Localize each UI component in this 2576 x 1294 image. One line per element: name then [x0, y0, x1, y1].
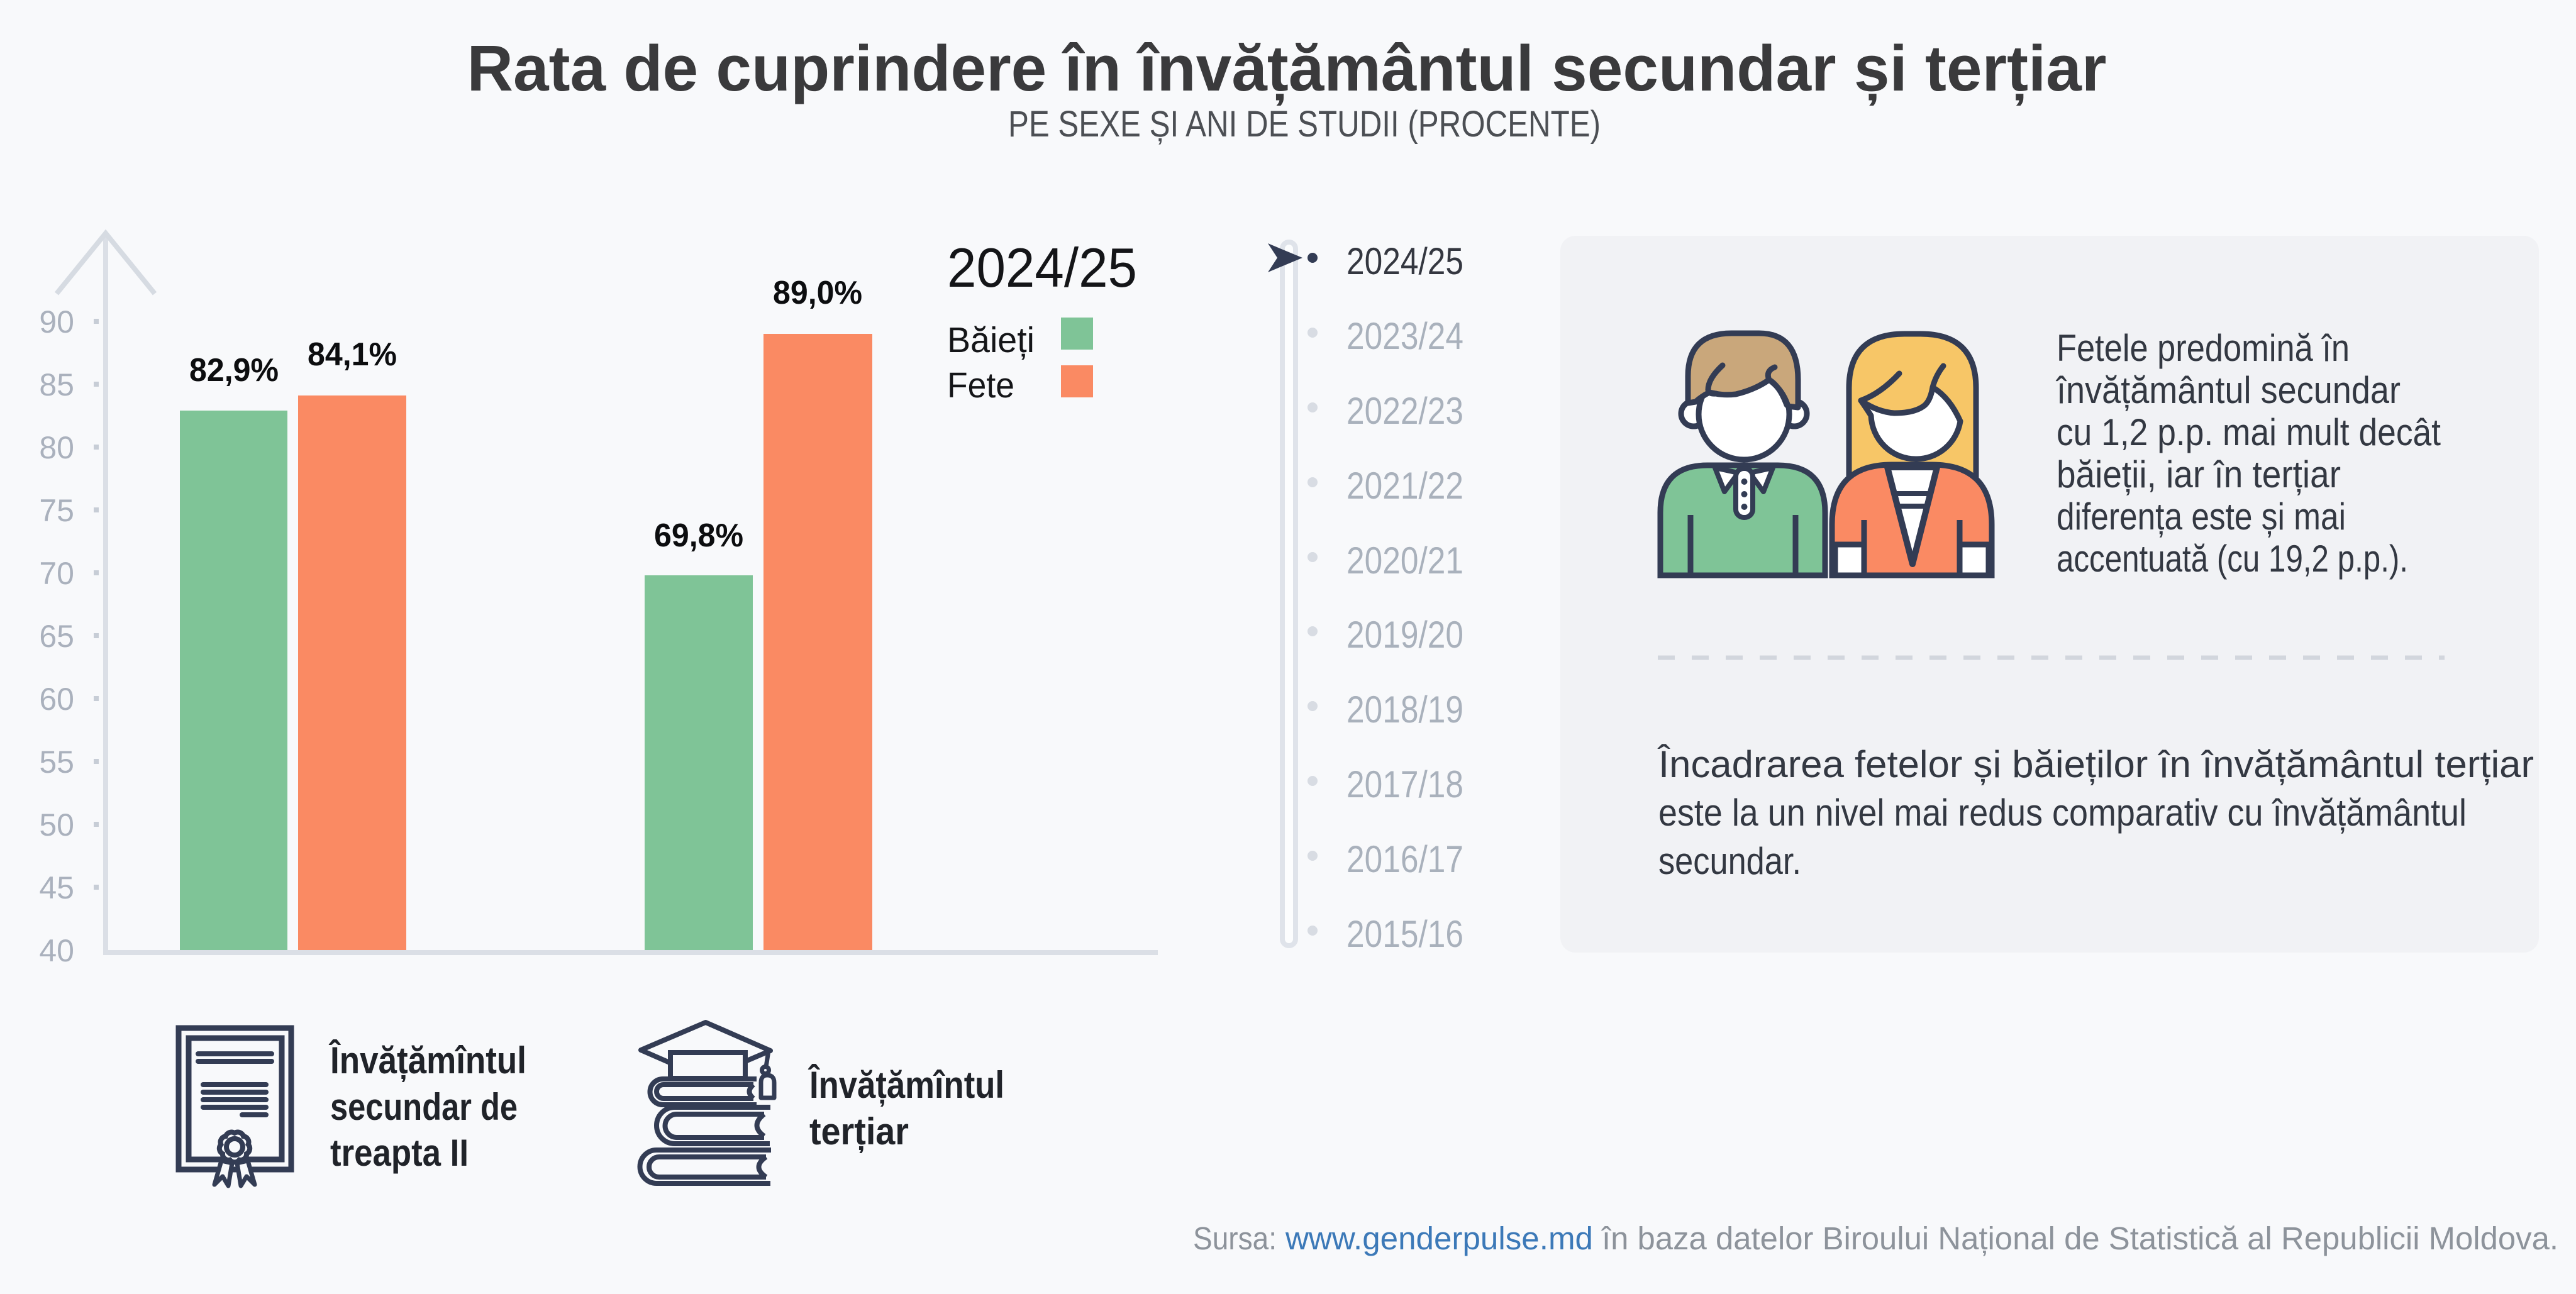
svg-text:învățământul secundar: învățământul secundar — [2055, 369, 2401, 411]
svg-text:50: 50 — [39, 807, 74, 843]
svg-text:2016/17: 2016/17 — [1346, 838, 1463, 880]
svg-text:85: 85 — [39, 367, 74, 402]
svg-text:65: 65 — [39, 619, 74, 654]
svg-text:în baza datelor Biroului Națio: în baza datelor Biroului Național de Sta… — [1601, 1220, 2558, 1256]
svg-text:2024/25: 2024/25 — [1346, 240, 1463, 282]
svg-text:2024/25: 2024/25 — [947, 236, 1137, 299]
svg-text:Băieți: Băieți — [947, 320, 1035, 360]
svg-text:2023/24: 2023/24 — [1346, 315, 1463, 357]
svg-text:este la un nivel mai redus com: este la un nivel mai redus comparativ cu… — [1658, 792, 2467, 834]
svg-text:75: 75 — [39, 493, 74, 528]
svg-text:55: 55 — [39, 744, 74, 780]
svg-text:89,0%: 89,0% — [773, 275, 862, 311]
svg-text:69,8%: 69,8% — [654, 517, 743, 554]
svg-text:80: 80 — [39, 430, 74, 465]
svg-text:Învățămîntul: Învățămîntul — [328, 1039, 526, 1082]
svg-text:secundar.: secundar. — [1658, 840, 1801, 882]
svg-text:60: 60 — [39, 682, 74, 717]
svg-text:84,1%: 84,1% — [308, 336, 397, 373]
svg-text:secundar de: secundar de — [330, 1086, 518, 1128]
svg-text:Rata de cuprindere în învățămâ: Rata de cuprindere în învățământul secun… — [467, 32, 2107, 106]
svg-text:cu 1,2 p.p. mai mult decât: cu 1,2 p.p. mai mult decât — [2057, 411, 2441, 453]
svg-text:www.genderpulse.md: www.genderpulse.md — [1285, 1220, 1593, 1256]
svg-text:2022/23: 2022/23 — [1346, 390, 1463, 432]
svg-text:40: 40 — [39, 933, 74, 968]
svg-text:82,9%: 82,9% — [189, 352, 279, 389]
svg-text:70: 70 — [39, 556, 74, 591]
svg-text:2020/21: 2020/21 — [1346, 539, 1463, 582]
svg-text:2017/18: 2017/18 — [1346, 763, 1463, 805]
svg-text:Fete: Fete — [947, 365, 1014, 406]
svg-text:2018/19: 2018/19 — [1346, 688, 1463, 731]
svg-text:băieții, iar în terțiar: băieții, iar în terțiar — [2057, 453, 2341, 495]
svg-text:2015/16: 2015/16 — [1346, 913, 1463, 955]
svg-text:Sursa:: Sursa: — [1193, 1220, 1277, 1256]
svg-text:2021/22: 2021/22 — [1346, 465, 1463, 507]
svg-text:45: 45 — [39, 870, 74, 905]
svg-text:treapta II: treapta II — [330, 1132, 469, 1174]
svg-text:90: 90 — [39, 304, 74, 340]
svg-text:diferența este și mai: diferența este și mai — [2057, 495, 2346, 538]
svg-text:accentuată (cu 19,2 p.p.).: accentuată (cu 19,2 p.p.). — [2057, 538, 2408, 580]
svg-text:Fetele predomină în: Fetele predomină în — [2057, 327, 2350, 369]
svg-text:Încadrarea fetelor și băiețilo: Încadrarea fetelor și băieților în învăț… — [1657, 743, 2534, 785]
svg-text:PE SEXE ȘI ANI DE STUDII (PROC: PE SEXE ȘI ANI DE STUDII (PROCENTE) — [1008, 104, 1601, 145]
svg-text:2019/20: 2019/20 — [1346, 614, 1463, 656]
svg-text:Învățămîntul: Învățămîntul — [808, 1064, 1004, 1107]
svg-text:terțiar: terțiar — [809, 1110, 909, 1153]
